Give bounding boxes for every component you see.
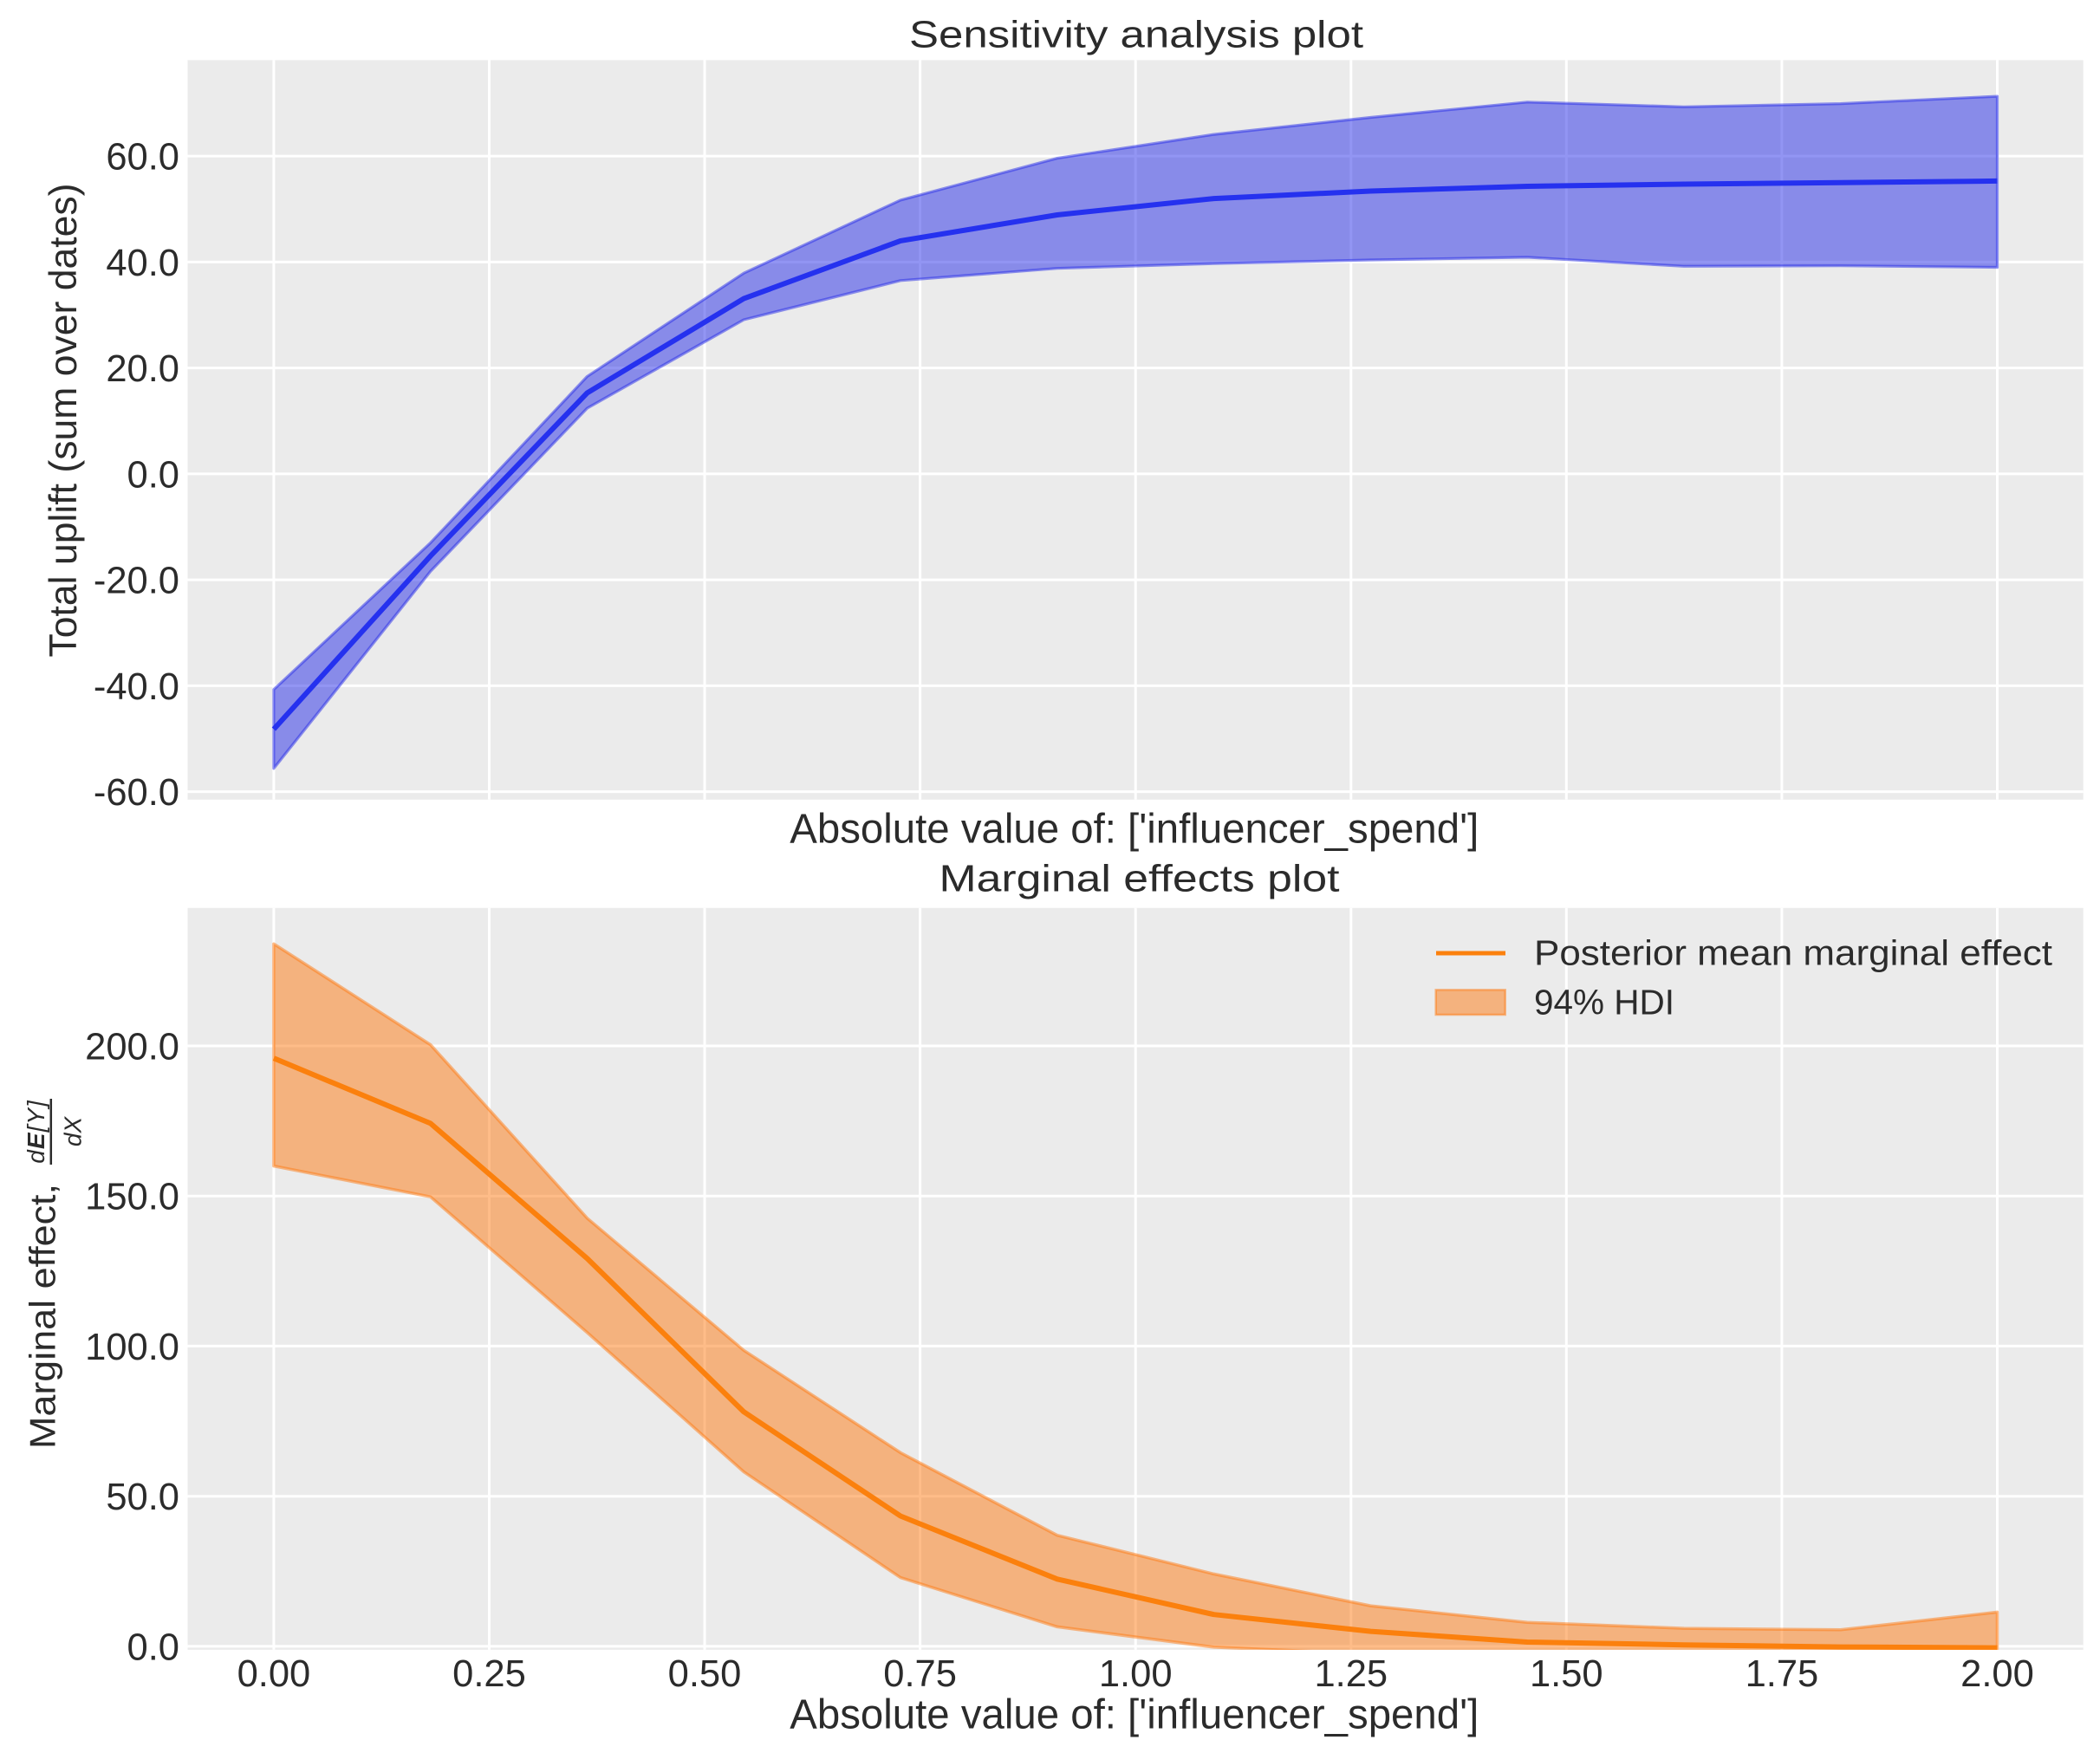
- svg-text:60.0: 60.0: [106, 137, 179, 179]
- svg-text:Sensitivity analysis plot: Sensitivity analysis plot: [909, 13, 1363, 55]
- svg-text:Marginal effect,: Marginal effect,: [23, 1184, 63, 1449]
- svg-text:150.0: 150.0: [85, 1177, 179, 1218]
- svg-text:1.75: 1.75: [1746, 1653, 1819, 1695]
- svg-text:1.00: 1.00: [1099, 1653, 1173, 1695]
- svg-text:1.25: 1.25: [1314, 1653, 1388, 1695]
- svg-text:94% HDI: 94% HDI: [1534, 983, 1674, 1023]
- svg-text:Total uplift (sum over dates): Total uplift (sum over dates): [42, 184, 85, 658]
- svg-text:Marginal effects plot: Marginal effects plot: [939, 858, 1340, 900]
- svg-text:-40.0: -40.0: [94, 666, 179, 708]
- svg-text:-60.0: -60.0: [94, 772, 179, 814]
- svg-text:2.00: 2.00: [1960, 1653, 2034, 1695]
- svg-text:0.50: 0.50: [668, 1653, 742, 1695]
- svg-text:40.0: 40.0: [106, 243, 179, 284]
- svg-text:100.0: 100.0: [85, 1327, 179, 1368]
- svg-text:0.25: 0.25: [452, 1653, 526, 1695]
- svg-text:20.0: 20.0: [106, 348, 179, 390]
- svg-text:1.50: 1.50: [1530, 1653, 1603, 1695]
- svg-text:0.0: 0.0: [127, 454, 179, 496]
- svg-text:0.0: 0.0: [127, 1626, 179, 1668]
- svg-text:dE[Y]: dE[Y]: [23, 1100, 49, 1164]
- svg-text:Posterior mean marginal effect: Posterior mean marginal effect: [1534, 932, 2052, 972]
- svg-text:0.75: 0.75: [883, 1653, 957, 1695]
- svg-text:dX: dX: [60, 1116, 87, 1147]
- svg-text:Absolute value of: ['influence: Absolute value of: ['influencer_spend']: [790, 1691, 1479, 1738]
- svg-text:Absolute value of: ['influence: Absolute value of: ['influencer_spend']: [790, 806, 1479, 853]
- svg-text:0.00: 0.00: [237, 1653, 311, 1695]
- svg-text:-20.0: -20.0: [94, 561, 179, 602]
- svg-text:200.0: 200.0: [85, 1027, 179, 1068]
- svg-text:50.0: 50.0: [106, 1477, 179, 1518]
